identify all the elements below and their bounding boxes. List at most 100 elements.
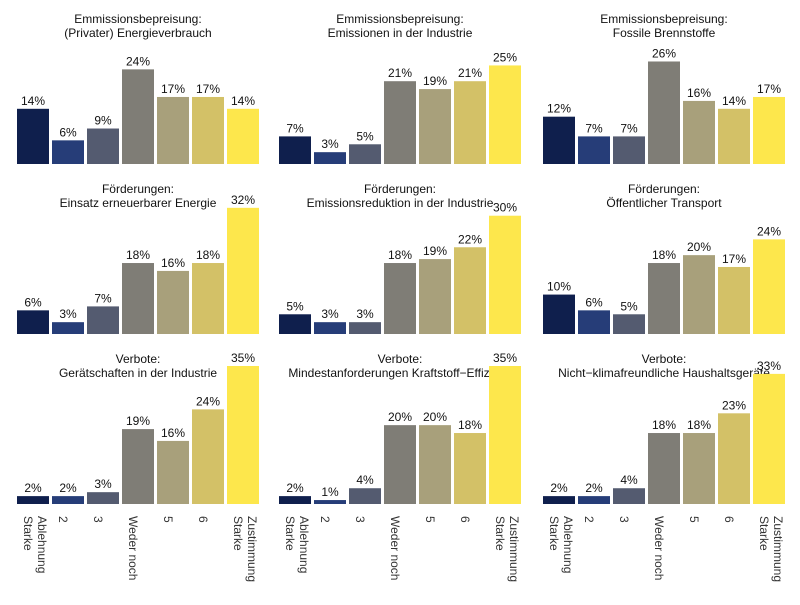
value-label: 5% [286, 299, 304, 313]
panel-title: Gerätschaften in der Industrie [59, 366, 217, 380]
bar-3 [349, 488, 381, 504]
bar-7 [753, 373, 785, 504]
panel-title: Nicht−klimafreundliche Haushaltsgeräte [558, 366, 770, 380]
value-label: 24% [196, 394, 220, 408]
value-label: 18% [458, 418, 482, 432]
bar-3 [613, 314, 645, 334]
value-label: 7% [620, 121, 638, 135]
category-label: Zustimmung [245, 516, 259, 582]
panel-title: Förderungen: [628, 182, 700, 196]
bar-4 [122, 69, 154, 164]
category-label: 5 [687, 516, 701, 523]
bar-3 [87, 128, 119, 164]
value-label: 2% [550, 481, 568, 495]
value-label: 20% [687, 240, 711, 254]
value-label: 4% [356, 473, 374, 487]
bar-7 [489, 65, 521, 164]
value-label: 17% [722, 252, 746, 266]
bar-4 [384, 263, 416, 334]
value-label: 24% [757, 224, 781, 238]
value-label: 16% [161, 256, 185, 270]
value-label: 9% [94, 114, 112, 128]
value-label: 18% [388, 248, 412, 262]
bar-3 [349, 322, 381, 334]
value-label: 17% [161, 82, 185, 96]
category-label: Starke [283, 516, 297, 551]
bar-7 [489, 215, 521, 334]
bar-2 [314, 500, 346, 504]
value-label: 17% [757, 82, 781, 96]
value-label: 18% [652, 418, 676, 432]
bar-5 [157, 440, 189, 504]
bar-5 [157, 96, 189, 164]
category-label: Starke [757, 516, 771, 551]
panel-title: Emissionen in der Industrie [328, 26, 473, 40]
panel-title: Verbote: [642, 352, 687, 366]
bar-1 [17, 310, 49, 334]
category-label: Zustimmung [507, 516, 521, 582]
bar-1 [279, 314, 311, 334]
bar-1 [17, 496, 49, 504]
bar-2 [52, 322, 84, 334]
value-label: 7% [286, 121, 304, 135]
bar-1 [543, 496, 575, 504]
panel-title: Mindestanforderungen Kraftstoff−Effizien… [288, 366, 511, 380]
bar-1 [279, 136, 311, 164]
value-label: 22% [458, 232, 482, 246]
bar-5 [419, 89, 451, 164]
value-label: 33% [757, 359, 781, 373]
value-label: 16% [161, 426, 185, 440]
bar-7 [227, 207, 259, 334]
category-label: 3 [353, 516, 367, 523]
bar-4 [648, 433, 680, 504]
category-label: 2 [582, 516, 596, 523]
bar-2 [314, 152, 346, 164]
value-label: 32% [231, 193, 255, 207]
value-label: 21% [388, 66, 412, 80]
category-label: 3 [91, 516, 105, 523]
bar-3 [87, 306, 119, 334]
value-label: 12% [547, 102, 571, 116]
bar-2 [578, 496, 610, 504]
bar-2 [52, 140, 84, 164]
value-label: 18% [652, 248, 676, 262]
bar-3 [613, 136, 645, 164]
value-label: 3% [94, 477, 112, 491]
bar-4 [648, 61, 680, 164]
bar-3 [87, 492, 119, 504]
value-label: 35% [231, 351, 255, 365]
value-label: 17% [196, 82, 220, 96]
bar-6 [192, 96, 224, 164]
value-label: 7% [585, 121, 603, 135]
value-label: 30% [493, 201, 517, 215]
bar-1 [543, 294, 575, 334]
category-label: Ablehnung [35, 516, 49, 573]
bar-7 [227, 108, 259, 164]
value-label: 4% [620, 473, 638, 487]
bar-4 [122, 429, 154, 504]
bar-2 [52, 496, 84, 504]
value-label: 7% [94, 291, 112, 305]
category-label: 6 [722, 516, 736, 523]
category-label: Zustimmung [771, 516, 785, 582]
bar-6 [454, 81, 486, 164]
bar-6 [192, 409, 224, 504]
bar-4 [648, 263, 680, 334]
bar-1 [543, 116, 575, 164]
value-label: 5% [356, 129, 374, 143]
value-label: 23% [722, 398, 746, 412]
panel-title: Förderungen: [364, 182, 436, 196]
bar-1 [17, 108, 49, 164]
panel-title: Emissionsreduktion in der Industrie [307, 196, 494, 210]
value-label: 2% [59, 481, 77, 495]
value-label: 6% [59, 125, 77, 139]
value-label: 18% [196, 248, 220, 262]
value-label: 16% [687, 86, 711, 100]
bar-6 [192, 263, 224, 334]
panel-title: Emmissionsbepreisung: [600, 12, 727, 26]
bar-7 [227, 366, 259, 504]
value-label: 5% [620, 299, 638, 313]
category-label: Ablehnung [297, 516, 311, 573]
